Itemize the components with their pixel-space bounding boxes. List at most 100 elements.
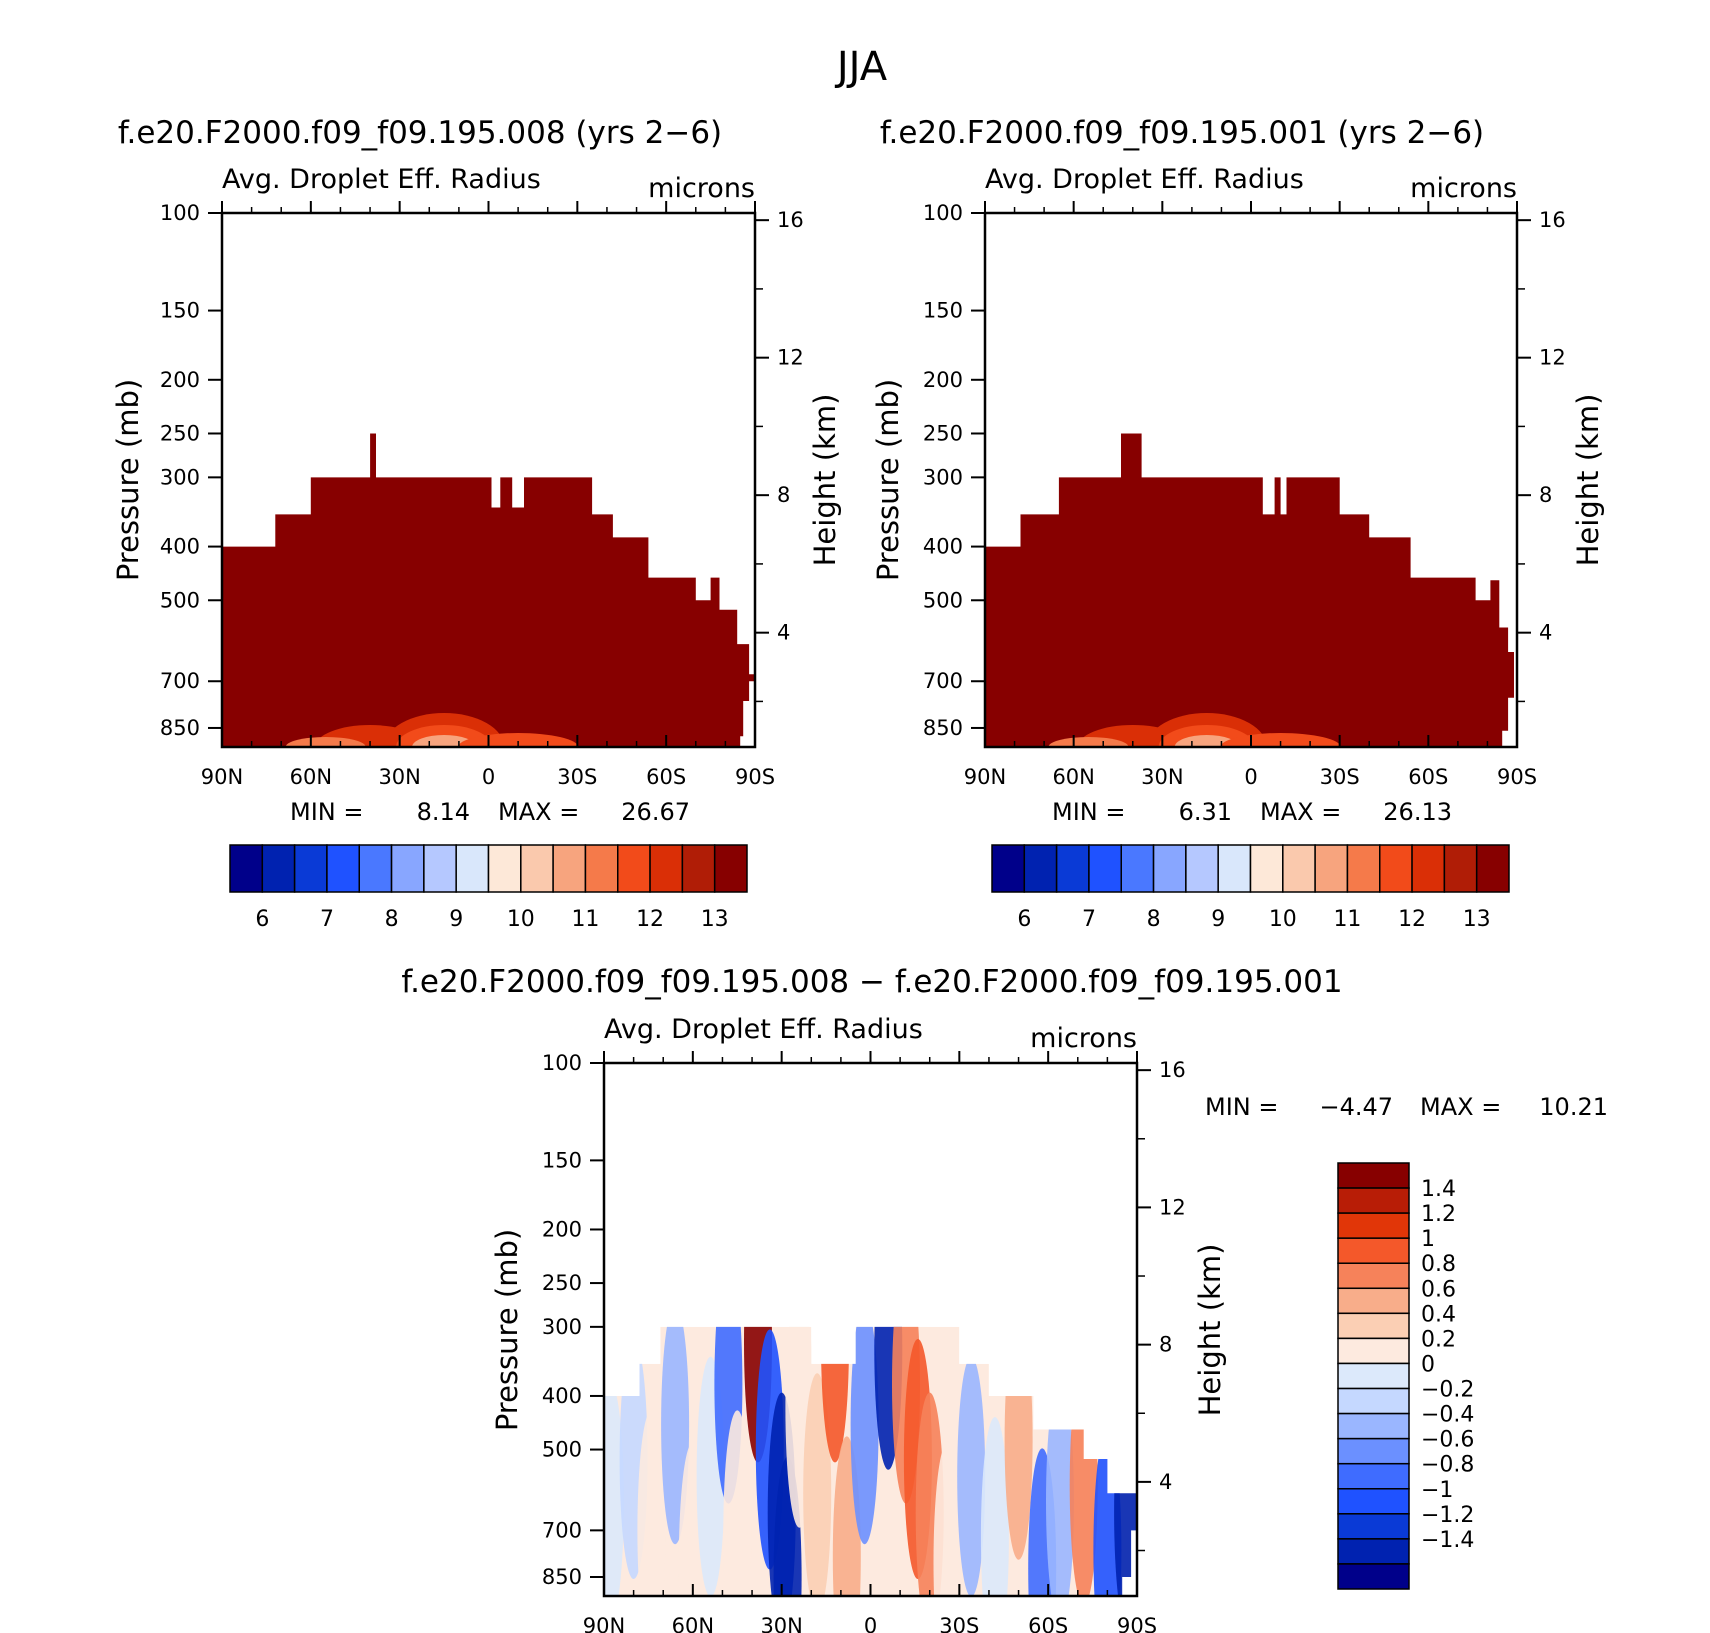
z-tick-label: 4 [777,621,790,645]
colorbar-swatch [1337,1387,1410,1415]
p-tick-label: 400 [923,535,963,559]
p-tick-label: 700 [160,669,200,693]
colorbar-label: −0.4 [1421,1403,1474,1428]
colorbar-label: 0 [1421,1352,1435,1377]
max-label: MAX = [498,798,579,826]
z-tick-label: 16 [1539,208,1566,232]
colorbar-swatch [293,844,328,893]
max-label: MAX = [1260,798,1341,826]
p-tick-label: 100 [160,201,200,225]
colorbar-swatch [1337,1412,1410,1440]
colorbar-swatch [390,844,425,893]
p-tick-label: 250 [160,421,200,445]
colorbar-label: 10 [1269,907,1297,932]
y2-axis-label: Height (km) [808,394,842,567]
p-tick-label: 700 [542,1518,582,1542]
p-tick-label: 300 [923,465,963,489]
colorbar-label: 11 [571,907,599,932]
colorbar-swatch [617,844,651,893]
colorbar-label: 13 [701,907,729,932]
colorbar-swatch [1337,1563,1410,1590]
p-tick-label: 150 [923,299,963,323]
max-value: 10.21 [1539,1093,1608,1121]
min-value: −4.47 [1319,1093,1393,1121]
diff-band [980,1417,1009,1596]
figure-title: JJA [834,44,888,90]
x-tick-label: 90N [201,765,243,789]
x-tick-label: 90S [1117,1614,1157,1633]
p-tick-label: 400 [160,535,200,559]
colorbar-label: −1 [1421,1478,1453,1503]
colorbar-label: 6 [1017,907,1031,932]
z-tick-label: 16 [1159,1058,1186,1082]
x-tick-label: 60N [1052,765,1094,789]
p-tick-label: 500 [923,588,963,612]
p-tick-label: 850 [160,716,200,740]
colorbar-label: 0.8 [1421,1252,1456,1277]
colorbar-swatch [1249,844,1284,893]
colorbar-label: −1.4 [1421,1528,1474,1553]
z-tick-label: 8 [1159,1333,1172,1357]
colorbar-swatch [229,844,264,893]
y-axis-label: Pressure (mb) [111,379,145,581]
z-tick-label: 12 [777,346,804,370]
colorbar-swatch [991,844,1026,893]
colorbar-label: 0.6 [1421,1277,1456,1302]
p-tick-label: 300 [160,465,200,489]
y-axis-label: Pressure (mb) [871,379,905,581]
x-tick-label: 30N [1141,765,1183,789]
colorbar-swatch [713,844,748,893]
colorbar-label: 7 [1082,907,1096,932]
colorbar-swatch [1282,844,1316,893]
field-max-region [222,433,755,747]
colorbar-swatch [1337,1287,1410,1315]
colorbar-label: 0.2 [1421,1327,1456,1352]
units-label: microns [1410,173,1517,204]
p-tick-label: 850 [542,1565,582,1589]
colorbar-swatch [1411,844,1446,893]
diff-band [821,1326,849,1463]
colorbar-swatch [326,844,361,893]
field-low-level-blob [285,737,366,747]
colorbar-label: 9 [449,907,463,932]
y2-axis-label: Height (km) [1571,394,1605,567]
variable-label: Avg. Droplet Eff. Radius [222,164,541,195]
colorbar-label: −1.2 [1421,1503,1474,1528]
x-tick-label: 30N [378,765,420,789]
colorbar-swatch [552,844,587,893]
colorbar-swatch [1337,1513,1410,1540]
p-tick-label: 500 [542,1438,582,1462]
p-tick-label: 300 [542,1315,582,1339]
p-tick-label: 200 [923,368,963,392]
data-field [604,1326,1137,1596]
p-tick-label: 200 [542,1217,582,1241]
panel-3: f.e20.F2000.f09_f09.195.008 − f.e20.F200… [401,964,1608,1633]
colorbar-label: 12 [1398,907,1426,932]
colorbar-label: 10 [507,907,535,932]
colorbar-swatch [1055,844,1090,893]
z-tick-label: 4 [1159,1470,1172,1494]
x-tick-label: 0 [1244,765,1257,789]
diff-band [957,1356,986,1596]
colorbar-swatch [1337,1488,1410,1515]
y-axis-label: Pressure (mb) [490,1229,524,1431]
colorbar-swatch [261,844,296,893]
x-tick-label: 60N [290,765,332,789]
p-tick-label: 400 [542,1384,582,1408]
z-tick-label: 12 [1159,1195,1186,1219]
colorbar-swatch [423,844,457,893]
panel-title: f.e20.F2000.f09_f09.195.008 − f.e20.F200… [401,964,1342,1000]
colorbar-label: 1.4 [1421,1177,1456,1202]
colorbar-swatch [1337,1312,1410,1340]
colorbar: 1.41.210.80.60.40.20−0.2−0.4−0.6−0.8−1−1… [1337,1162,1474,1590]
panel-title: f.e20.F2000.f09_f09.195.001 (yrs 2−6) [880,115,1484,151]
colorbar-swatch [487,844,522,893]
colorbar-label: −0.2 [1421,1378,1474,1403]
x-tick-label: 30S [557,765,597,789]
diff-band [1069,1365,1098,1596]
x-tick-label: 90S [1497,765,1537,789]
diff-band [604,1381,624,1596]
colorbar-label: 6 [255,907,269,932]
p-tick-label: 100 [542,1051,582,1075]
diff-field [604,1326,1137,1596]
